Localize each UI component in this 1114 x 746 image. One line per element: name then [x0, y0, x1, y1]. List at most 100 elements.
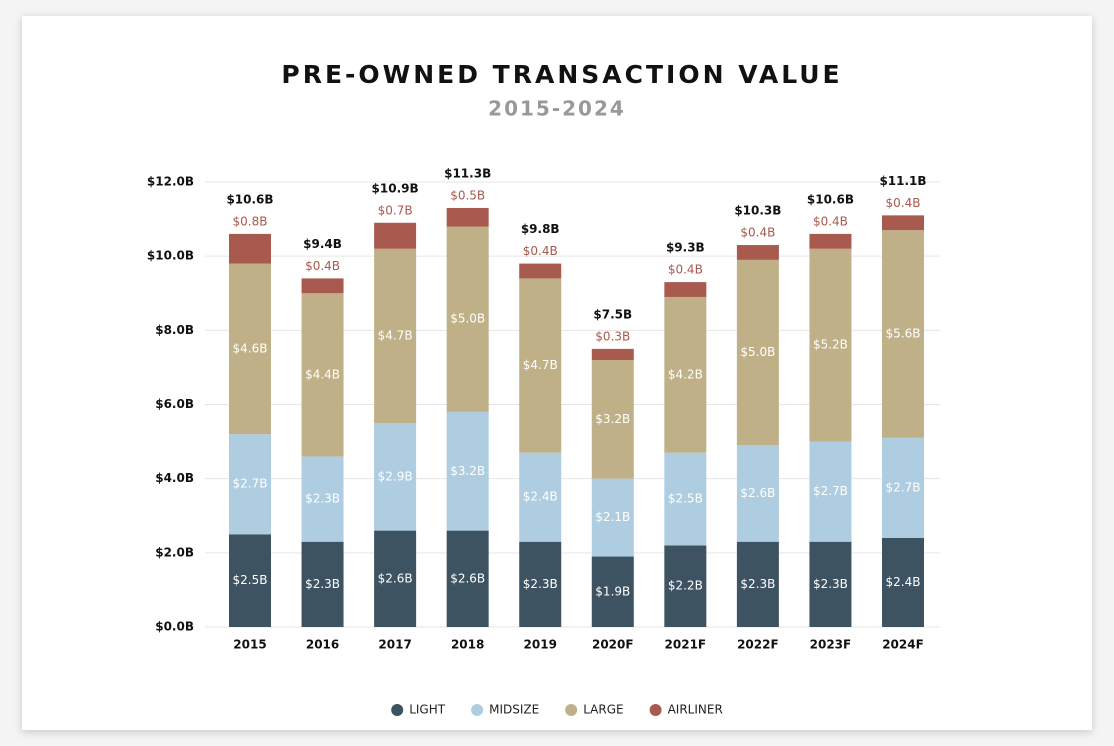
value-label: $0.7B: [378, 203, 413, 217]
bar-segment: [301, 541, 344, 627]
bar-segment: [664, 282, 707, 297]
value-label: $0.4B: [813, 214, 848, 228]
value-label: $2.3B: [305, 492, 340, 506]
bar-segment: [591, 478, 634, 557]
y-tick-label: $2.0B: [155, 545, 194, 559]
chart-title: PRE-OWNED TRANSACTION VALUE: [281, 60, 842, 89]
value-label: $0.4B: [668, 263, 703, 277]
bar-segment: [519, 452, 562, 542]
legend-marker: [391, 704, 404, 716]
value-label: $2.1B: [595, 510, 630, 524]
bar-segment: [736, 259, 779, 446]
bar-segment: [229, 263, 271, 435]
total-label: $10.6B: [807, 192, 854, 206]
value-label: $2.2B: [668, 579, 703, 593]
chart-subtitle: 2015-2024: [488, 97, 626, 121]
value-label: $0.4B: [305, 259, 340, 273]
total-label: $11.1B: [879, 174, 926, 188]
total-label: $10.6B: [226, 192, 273, 206]
total-label: $9.3B: [666, 241, 705, 255]
bar-segment: [301, 293, 344, 457]
total-label: $9.4B: [303, 237, 342, 251]
value-label: $2.5B: [233, 573, 268, 587]
bar-segment: [519, 541, 562, 627]
x-tick-label: 2024F: [882, 638, 924, 652]
value-label: $5.6B: [886, 327, 921, 341]
value-label: $2.6B: [740, 486, 775, 500]
total-label: $7.5B: [593, 307, 632, 321]
value-label: $0.4B: [523, 244, 558, 258]
bar-segment: [301, 278, 344, 294]
value-label: $0.4B: [886, 196, 921, 210]
bar-segment: [446, 411, 489, 531]
bar-segment: [591, 348, 634, 360]
bar-segment: [374, 248, 417, 424]
bar-segment: [229, 233, 271, 264]
legend-label: LIGHT: [409, 703, 446, 717]
x-tick-label: 2022F: [737, 638, 779, 652]
value-label: $3.2B: [450, 464, 485, 478]
bar-segment: [809, 248, 852, 442]
value-label: $0.3B: [595, 329, 630, 343]
bar-segment: [591, 556, 634, 627]
value-label: $0.4B: [740, 226, 775, 240]
value-label: $4.7B: [378, 328, 413, 342]
value-label: $3.2B: [595, 412, 630, 426]
bar-segment: [519, 263, 562, 279]
x-tick-label: 2018: [451, 638, 484, 652]
value-label: $0.8B: [233, 214, 268, 228]
value-label: $4.6B: [233, 341, 268, 355]
value-label: $5.0B: [740, 345, 775, 359]
x-tick-label: 2017: [378, 638, 411, 652]
bar-segment: [664, 296, 707, 453]
legend-marker: [565, 704, 578, 716]
bar-segment: [736, 541, 779, 627]
value-label: $2.6B: [450, 571, 485, 585]
bar-segment: [374, 423, 417, 531]
bar-segment: [809, 233, 852, 249]
bar-segment: [882, 437, 924, 538]
bar-segment: [374, 222, 417, 249]
bar-segment: [374, 530, 417, 627]
x-tick-label: 2023F: [810, 638, 852, 652]
bar-segment: [229, 534, 271, 627]
bar-segment: [301, 456, 344, 542]
value-label: $2.3B: [305, 577, 340, 591]
y-tick-label: $6.0B: [155, 397, 194, 411]
bar-segment: [882, 230, 924, 438]
y-tick-label: $4.0B: [155, 471, 194, 485]
value-label: $2.4B: [886, 575, 921, 589]
bar-segment: [446, 207, 489, 227]
y-tick-label: $10.0B: [147, 249, 194, 263]
bar-segment: [229, 434, 271, 535]
value-label: $4.2B: [668, 367, 703, 381]
x-tick-label: 2020F: [592, 638, 634, 652]
bar-segment: [736, 445, 779, 542]
bar-segment: [736, 245, 779, 260]
value-label: $2.3B: [740, 577, 775, 591]
y-tick-label: $12.0B: [147, 175, 194, 189]
x-tick-label: 2019: [524, 638, 557, 652]
value-label: $0.5B: [450, 188, 485, 202]
bar-segment: [809, 441, 852, 542]
value-label: $2.3B: [523, 577, 558, 591]
value-label: $4.7B: [523, 358, 558, 372]
bar-segment: [882, 215, 924, 231]
value-label: $1.9B: [595, 584, 630, 598]
value-label: $4.4B: [305, 367, 340, 381]
total-label: $9.8B: [521, 222, 560, 236]
value-label: $2.3B: [813, 577, 848, 591]
value-label: $2.7B: [886, 480, 921, 494]
value-label: $2.4B: [523, 490, 558, 504]
value-label: $2.7B: [233, 477, 268, 491]
total-label: $11.3B: [444, 166, 491, 180]
x-tick-label: 2016: [306, 638, 339, 652]
value-label: $2.5B: [668, 492, 703, 506]
legend-marker: [649, 704, 662, 716]
total-label: $10.3B: [734, 204, 781, 218]
total-label: $10.9B: [372, 181, 419, 195]
y-tick-label: $0.0B: [155, 620, 194, 634]
bar-segment: [446, 226, 489, 412]
legend-label: LARGE: [583, 703, 623, 717]
